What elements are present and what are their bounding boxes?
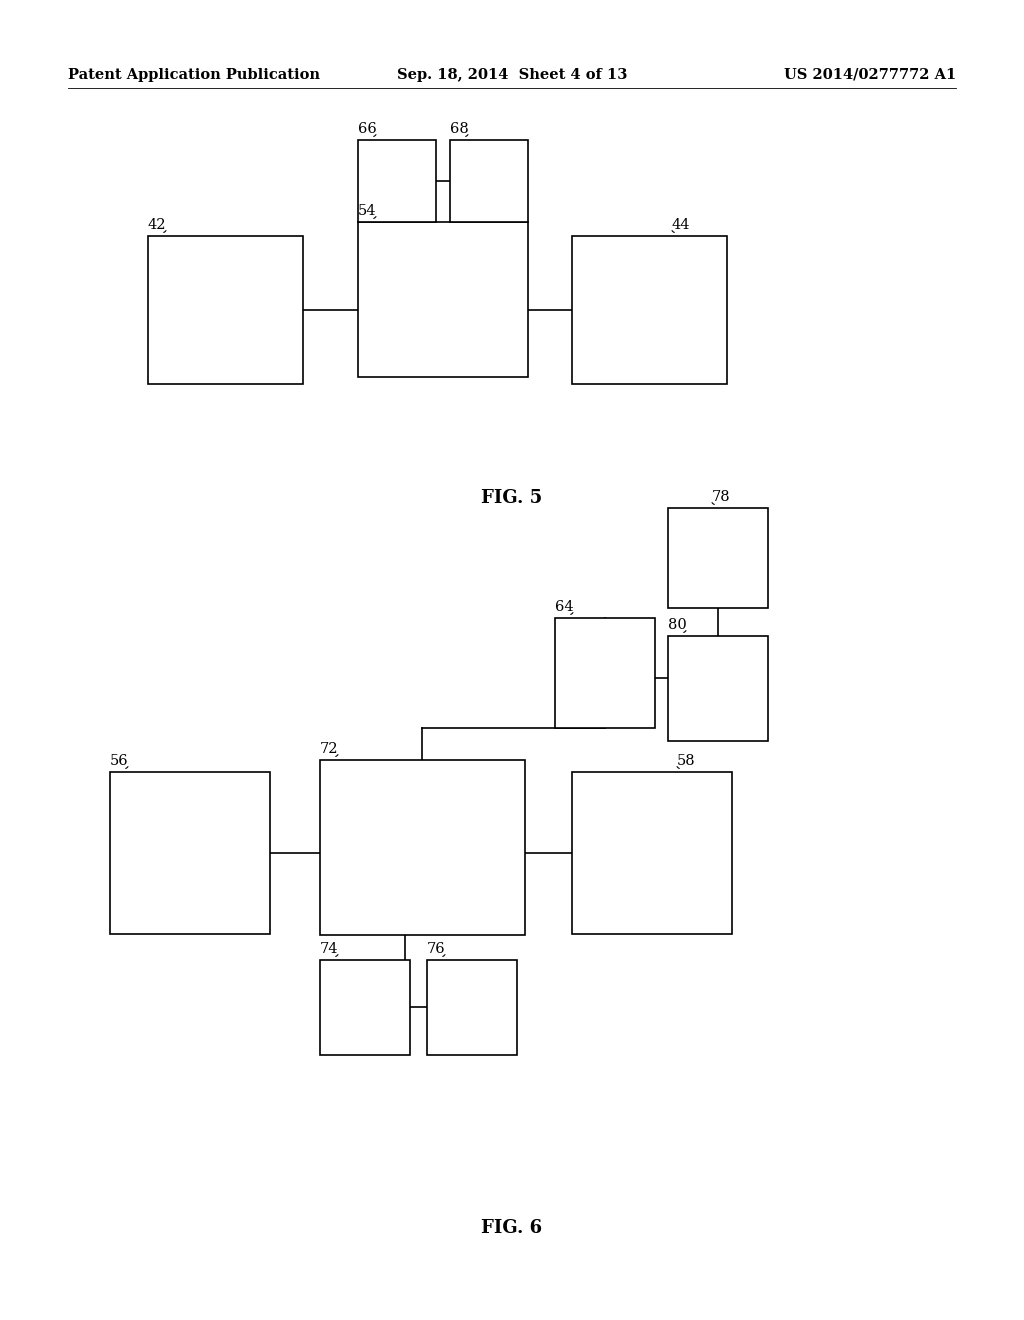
Text: 44: 44 xyxy=(672,218,690,232)
Bar xyxy=(572,236,727,384)
Text: 68: 68 xyxy=(450,121,469,136)
Bar xyxy=(358,222,528,378)
Bar xyxy=(319,960,410,1055)
Text: Sep. 18, 2014  Sheet 4 of 13: Sep. 18, 2014 Sheet 4 of 13 xyxy=(397,69,627,82)
Text: 54: 54 xyxy=(358,205,377,218)
Text: 72: 72 xyxy=(319,742,339,756)
Bar xyxy=(555,618,655,729)
Bar xyxy=(572,772,732,935)
Text: FIG. 6: FIG. 6 xyxy=(481,1218,543,1237)
Bar xyxy=(110,772,270,935)
Bar xyxy=(319,760,525,935)
Text: 42: 42 xyxy=(148,218,167,232)
Text: 64: 64 xyxy=(555,601,573,614)
Text: 78: 78 xyxy=(712,490,730,504)
Text: 58: 58 xyxy=(677,754,695,768)
Bar xyxy=(427,960,517,1055)
Bar xyxy=(668,636,768,741)
Text: 66: 66 xyxy=(358,121,377,136)
Text: 56: 56 xyxy=(110,754,129,768)
Text: US 2014/0277772 A1: US 2014/0277772 A1 xyxy=(783,69,956,82)
Text: 76: 76 xyxy=(427,942,445,956)
Bar xyxy=(358,140,436,222)
Text: FIG. 5: FIG. 5 xyxy=(481,488,543,507)
Bar xyxy=(148,236,303,384)
Bar xyxy=(450,140,528,222)
Bar xyxy=(668,508,768,609)
Text: 80: 80 xyxy=(668,618,687,632)
Text: Patent Application Publication: Patent Application Publication xyxy=(68,69,319,82)
Text: 74: 74 xyxy=(319,942,339,956)
